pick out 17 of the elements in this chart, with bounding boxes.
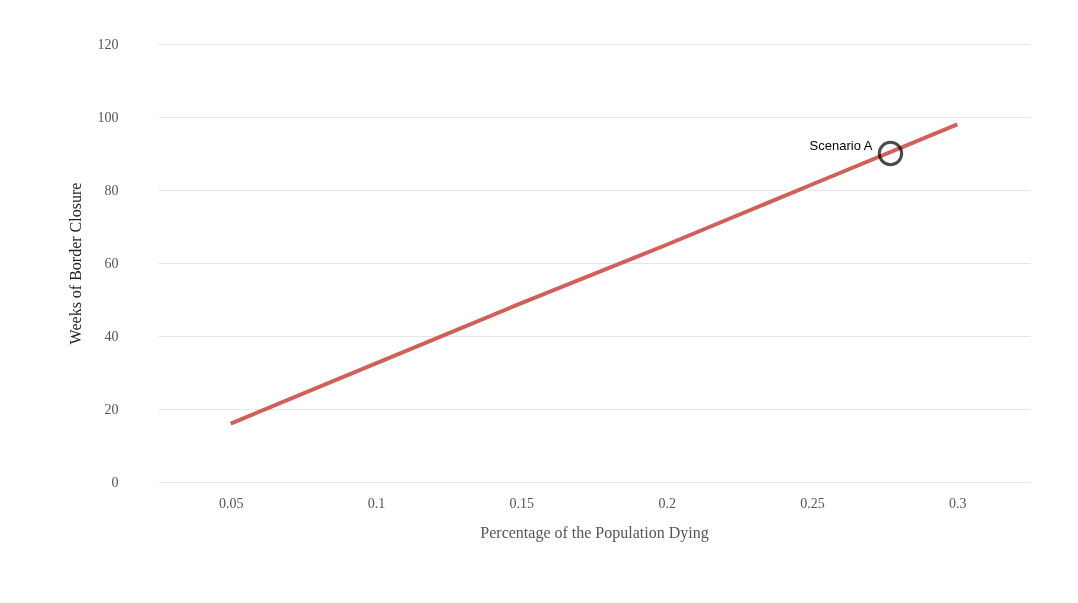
x-tick-label: 0.15 <box>509 495 535 511</box>
x-tick-label: 0.2 <box>658 495 676 511</box>
x-tick-label: 0.3 <box>949 495 967 511</box>
line-series <box>228 122 960 426</box>
y-tick-label: 40 <box>104 328 119 344</box>
x-tick-label: 0.1 <box>367 495 386 511</box>
y-tick-label: 0 <box>111 474 119 490</box>
annotation: Scenario A <box>809 137 873 153</box>
x-axis-title: Percentage of the Population Dying <box>480 523 709 542</box>
y-tick-label: 100 <box>97 109 119 125</box>
y-tick-label: 120 <box>97 36 119 52</box>
y-tick-label: 80 <box>104 182 119 198</box>
y-axis-title: Weeks of Border Closure <box>66 182 84 345</box>
x-tick-label: 0.25 <box>800 495 825 511</box>
y-tick-label: 60 <box>104 255 119 271</box>
x-tick-label: 0.05 <box>218 495 244 511</box>
y-tick-label: 20 <box>104 401 119 417</box>
